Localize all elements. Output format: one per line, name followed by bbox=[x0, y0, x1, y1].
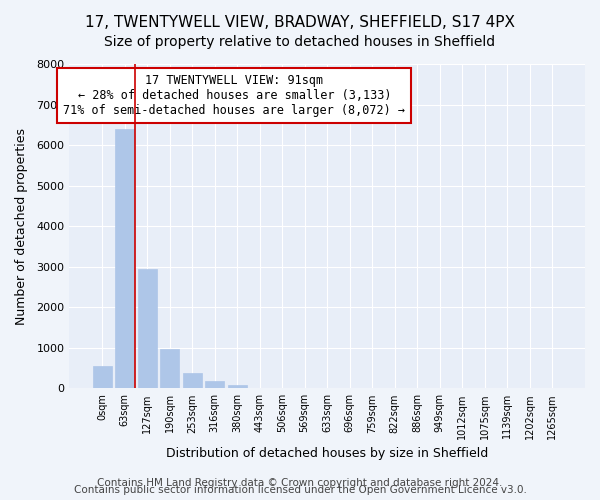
X-axis label: Distribution of detached houses by size in Sheffield: Distribution of detached houses by size … bbox=[166, 447, 488, 460]
Bar bbox=[205, 381, 224, 388]
Bar bbox=[227, 384, 247, 388]
Bar bbox=[182, 373, 202, 388]
Bar bbox=[93, 366, 112, 388]
Text: 17 TWENTYWELL VIEW: 91sqm
← 28% of detached houses are smaller (3,133)
71% of se: 17 TWENTYWELL VIEW: 91sqm ← 28% of detac… bbox=[64, 74, 406, 116]
Text: Contains HM Land Registry data © Crown copyright and database right 2024.: Contains HM Land Registry data © Crown c… bbox=[97, 478, 503, 488]
Text: 17, TWENTYWELL VIEW, BRADWAY, SHEFFIELD, S17 4PX: 17, TWENTYWELL VIEW, BRADWAY, SHEFFIELD,… bbox=[85, 15, 515, 30]
Bar bbox=[138, 268, 157, 388]
Y-axis label: Number of detached properties: Number of detached properties bbox=[15, 128, 28, 324]
Bar bbox=[160, 349, 179, 389]
Text: Contains public sector information licensed under the Open Government Licence v3: Contains public sector information licen… bbox=[74, 485, 526, 495]
Bar bbox=[115, 129, 134, 388]
Text: Size of property relative to detached houses in Sheffield: Size of property relative to detached ho… bbox=[104, 35, 496, 49]
